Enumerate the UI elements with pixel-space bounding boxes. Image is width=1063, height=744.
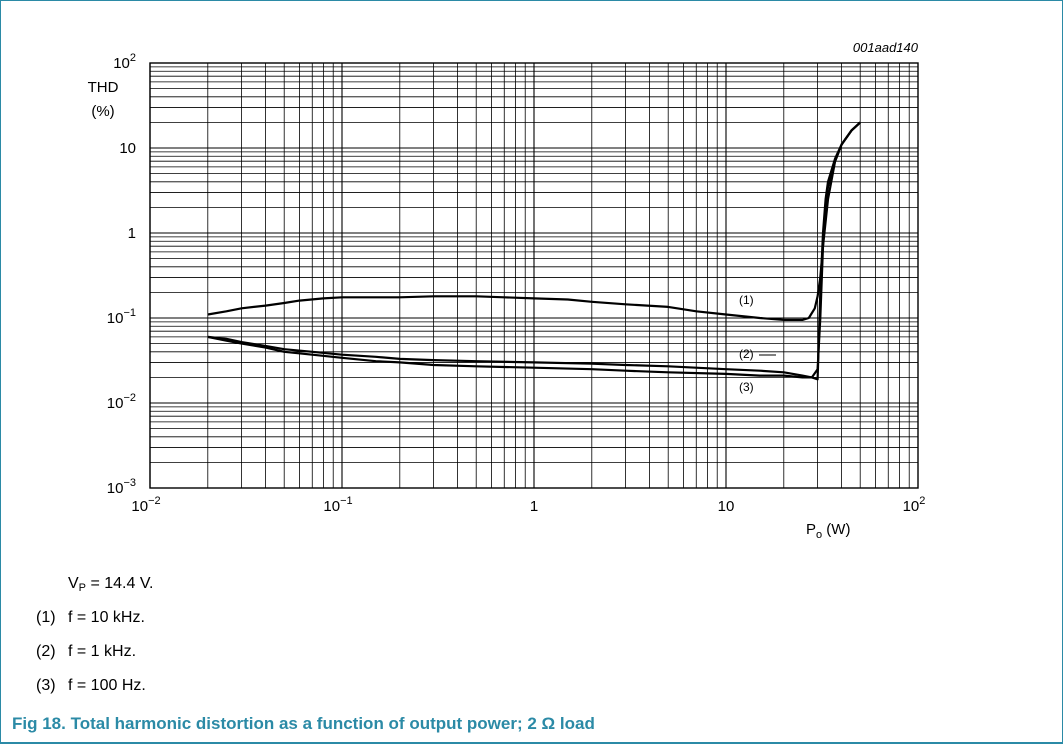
y-tick-label: 102 (113, 52, 136, 72)
note-num: (2) (36, 643, 56, 660)
series-label-3: (3) (739, 380, 754, 394)
x-axis-label-sub: o (816, 529, 822, 541)
note-num: (1) (36, 609, 56, 626)
axes (149, 62, 919, 489)
y-axis-label-line1: THD (88, 79, 119, 96)
vp-sub: P (78, 582, 87, 594)
grid (149, 63, 918, 489)
vp-note: VP = 14.4 V. (68, 575, 153, 594)
note-item-2: (2) f = 1 kHz. (36, 643, 136, 661)
series-label-1: (1) (739, 293, 754, 307)
note-text: f = 1 kHz. (68, 643, 137, 660)
vp-rest: = 14.4 V. (86, 575, 154, 592)
y-tick-label: 10−2 (107, 392, 136, 412)
y-tick-label: 10 (119, 140, 136, 157)
note-text: f = 100 Hz. (68, 677, 146, 694)
y-tick-label: 10−1 (107, 307, 136, 327)
figure-caption: Fig 18. Total harmonic distortion as a f… (12, 714, 595, 733)
x-axis-label-unit: (W) (822, 521, 850, 538)
y-tick-label: 10−3 (107, 477, 136, 497)
vp-prefix: V (68, 575, 79, 592)
series-labels: (1) (2) (3) (739, 293, 776, 394)
x-tick-label: 10 (718, 498, 735, 515)
note-num: (3) (36, 677, 56, 694)
series-layer (207, 121, 861, 381)
x-tick-label: 10−2 (131, 495, 160, 515)
x-tick-label: 102 (903, 495, 926, 515)
note-item-1: (1) f = 10 kHz. (36, 609, 145, 627)
x-axis-label: Po (W) (806, 521, 850, 541)
series-line-3 (207, 121, 861, 381)
note-text: f = 10 kHz. (68, 609, 145, 626)
series-label-2: (2) (739, 347, 754, 361)
note-item-3: (3) f = 100 Hz. (36, 677, 146, 695)
x-axis-label-main: P (806, 521, 816, 538)
x-tick-label: 1 (530, 498, 538, 515)
plot-frame (149, 62, 919, 489)
figure-code: 001aad140 (853, 40, 919, 55)
caption-rule (0, 742, 1063, 744)
x-tick-label: 10−1 (323, 495, 352, 515)
y-tick-label: 1 (128, 225, 136, 242)
y-axis-label-line2: (%) (91, 103, 114, 120)
